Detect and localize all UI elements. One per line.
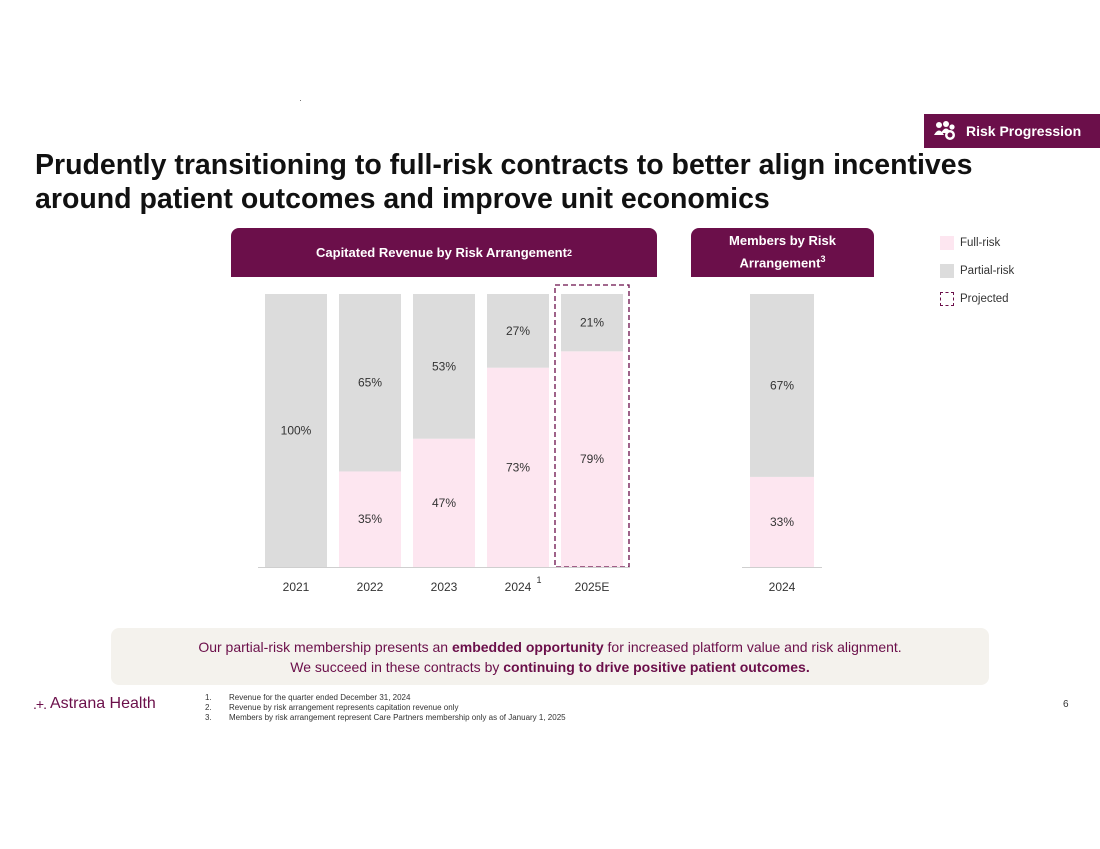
x-tick-label-2024: 2024 [505, 580, 532, 594]
data-label-full-risk-2022: 35% [358, 512, 382, 526]
badge-label: Risk Progression [966, 123, 1082, 139]
x-tick-label-2022: 2022 [357, 580, 384, 594]
revenue-panel-superscript: 2 [566, 247, 572, 258]
footnote-3: 3. Members by risk arrangement represent … [205, 713, 566, 722]
partial-risk-swatch [940, 264, 954, 278]
callout-line-2: We succeed in these contracts by continu… [290, 659, 810, 675]
bar-full-risk-2025e [561, 351, 623, 567]
members-panel-superscript: 3 [820, 254, 826, 265]
bar-full-risk-2024 [750, 476, 814, 567]
data-label-full-risk-2024: 73% [506, 460, 530, 474]
people-group-icon [934, 121, 955, 140]
members-panel-title: Members by Risk Arrangement [729, 233, 836, 271]
revenue-panel-title: Capitated Revenue by Risk Arrangement [316, 244, 567, 260]
bar-partial-risk-2025e [561, 294, 623, 352]
logo-text: Astrana Health [49, 695, 156, 712]
astrana-health-logo: .+. Astrana Health [33, 695, 156, 713]
bar-partial-risk-2022 [339, 294, 401, 472]
data-label-partial-risk-2025e: 21% [580, 316, 604, 330]
page-title: Prudently transitioning to full-risk con… [35, 149, 973, 215]
footnote-2: 2. Revenue by risk arrangement represents… [205, 703, 459, 712]
footnotes: 1. Revenue for the quarter ended December… [205, 693, 566, 723]
legend-label-projected: Projected [960, 293, 1009, 305]
callout-line-1: Our partial-risk membership presents an … [198, 639, 902, 655]
callout-box: Our partial-risk membership presents an … [111, 628, 989, 685]
legend-label-partial-risk: Partial-risk [960, 265, 1015, 277]
logo-mark: .+. [33, 696, 47, 712]
data-label-full-risk-2023: 47% [432, 496, 456, 510]
x-tick-label-2024: 2024 [769, 580, 796, 594]
data-label-partial-risk-2024: 67% [770, 378, 794, 392]
projected-swatch [940, 292, 954, 306]
legend-label-full-risk: Full-risk [960, 237, 1001, 249]
x-tick-label-2023: 2023 [431, 580, 458, 594]
full-risk-swatch [940, 236, 954, 250]
legend-item-partial-risk: Partial-risk [940, 257, 1014, 285]
page-number: 6 [1063, 699, 1069, 710]
data-label-partial-risk-2021: 100% [281, 424, 312, 438]
bar-partial-risk-2024 [750, 294, 814, 477]
data-label-full-risk-2025e: 79% [580, 452, 604, 466]
risk-progression-badge: Risk Progression [924, 114, 1100, 148]
stray-dot [300, 100, 301, 101]
legend-item-full-risk: Full-risk [940, 229, 1014, 257]
x-tick-label-2021: 2021 [283, 580, 310, 594]
members-panel-header: Members by Risk Arrangement3 [691, 228, 874, 277]
bar-partial-risk-2021 [265, 294, 327, 567]
data-label-partial-risk-2023: 53% [432, 359, 456, 373]
bar-partial-risk-2024 [487, 294, 549, 368]
revenue-panel-header: Capitated Revenue by Risk Arrangement 2 [231, 228, 657, 277]
x-tick-label-2025e: 2025E [575, 580, 610, 594]
legend-item-projected: Projected [940, 285, 1014, 313]
bar-partial-risk-2023 [413, 294, 475, 439]
footnote-1: 1. Revenue for the quarter ended December… [205, 693, 411, 702]
bar-full-risk-2024 [487, 367, 549, 567]
data-label-partial-risk-2022: 65% [358, 376, 382, 390]
bar-full-risk-2022 [339, 471, 401, 567]
data-label-partial-risk-2024: 27% [506, 324, 530, 338]
x-tick-footnote-2024: 1 [536, 575, 541, 585]
data-label-full-risk-2024: 33% [770, 515, 794, 529]
bar-full-risk-2023 [413, 438, 475, 567]
chart-legend: Full-risk Partial-risk Projected [940, 229, 1014, 313]
